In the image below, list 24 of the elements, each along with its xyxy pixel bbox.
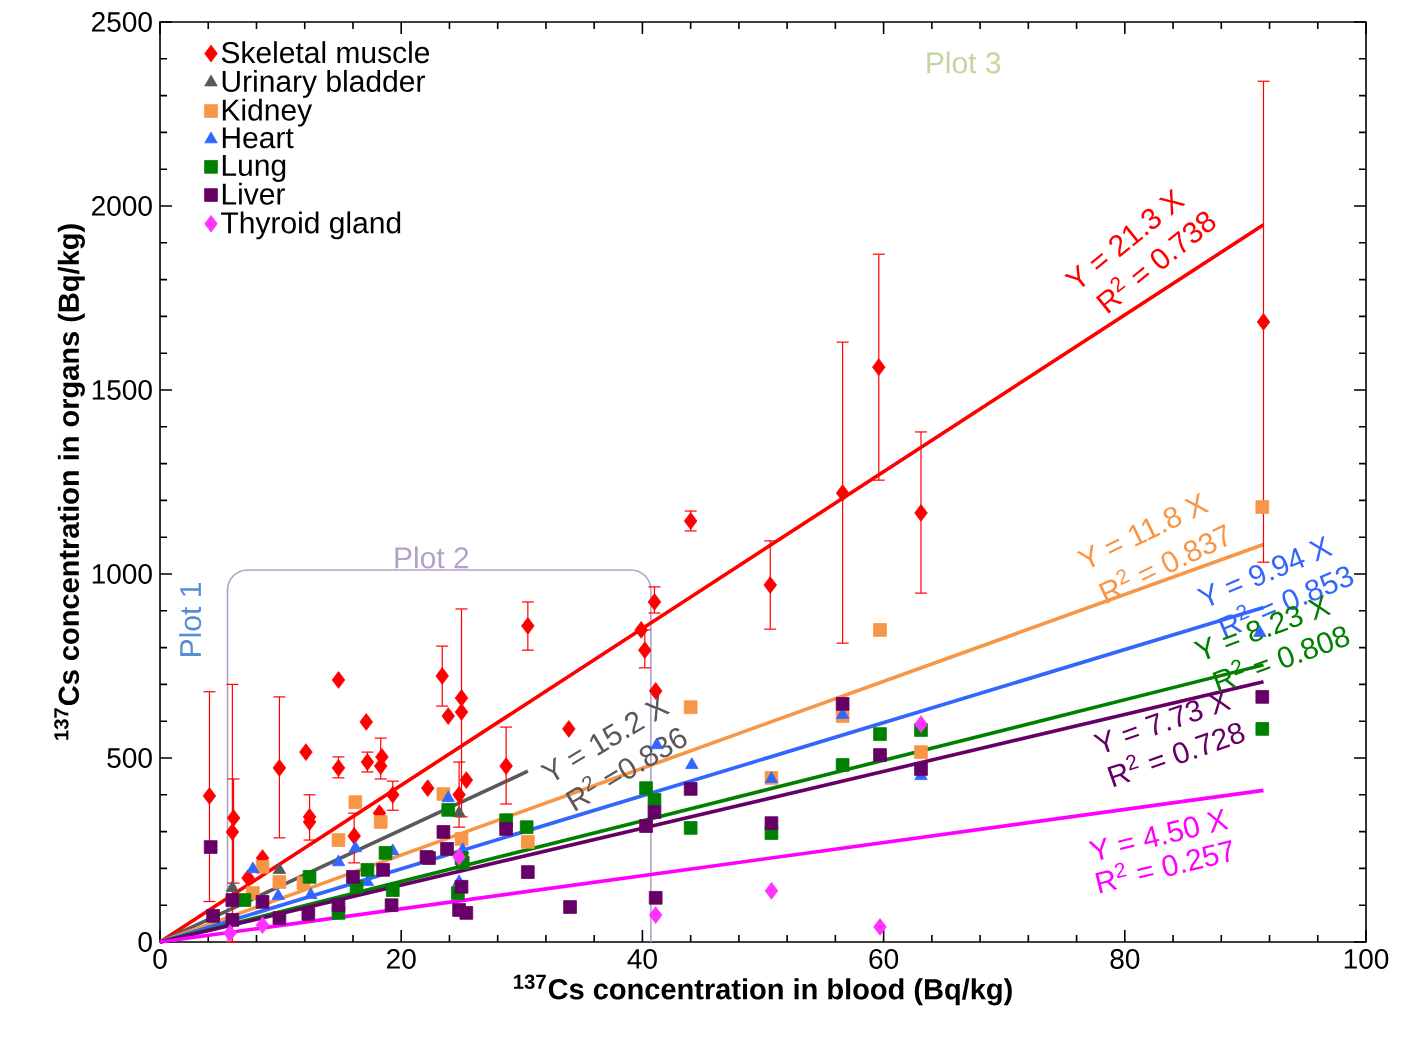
y-tick-label: 1500 — [92, 380, 152, 400]
legend-label: Thyroid gland — [221, 211, 401, 240]
y-tick-label: 2000 — [92, 196, 152, 216]
y-tick-label: 1000 — [92, 564, 152, 584]
x-tick-label: 60 — [869, 949, 899, 969]
annotation: Plot 2 — [395, 546, 469, 569]
legend-label: Kidney — [222, 98, 313, 127]
x-tick-label: 40 — [627, 949, 657, 969]
y-axis-title: $^{137}$Cs concentration in organs (Bq/kg) — [54, 224, 85, 740]
y-tick-label: 0 — [138, 932, 152, 952]
legend-label: Urinary bladder — [222, 69, 425, 98]
legend-label: Heart — [222, 127, 294, 149]
annotation: Plot 3 — [927, 51, 1001, 74]
y-tick-label: 2500 — [92, 12, 152, 32]
legend-label: Liver — [222, 182, 285, 205]
legend-label: Lung — [222, 155, 286, 182]
x-axis-title: $^{137}$Cs concentration in blood (Bq/kg) — [514, 974, 1012, 1006]
x-tick-label: 100 — [1344, 949, 1389, 969]
y-tick-label: 500 — [107, 748, 152, 768]
x-tick-label: 0 — [153, 949, 167, 969]
annotation: Plot 1 — [179, 583, 202, 656]
legend-label: Skeletal muscle — [221, 41, 430, 64]
x-tick-label: 20 — [387, 949, 416, 969]
x-tick-label: 80 — [1110, 949, 1140, 969]
